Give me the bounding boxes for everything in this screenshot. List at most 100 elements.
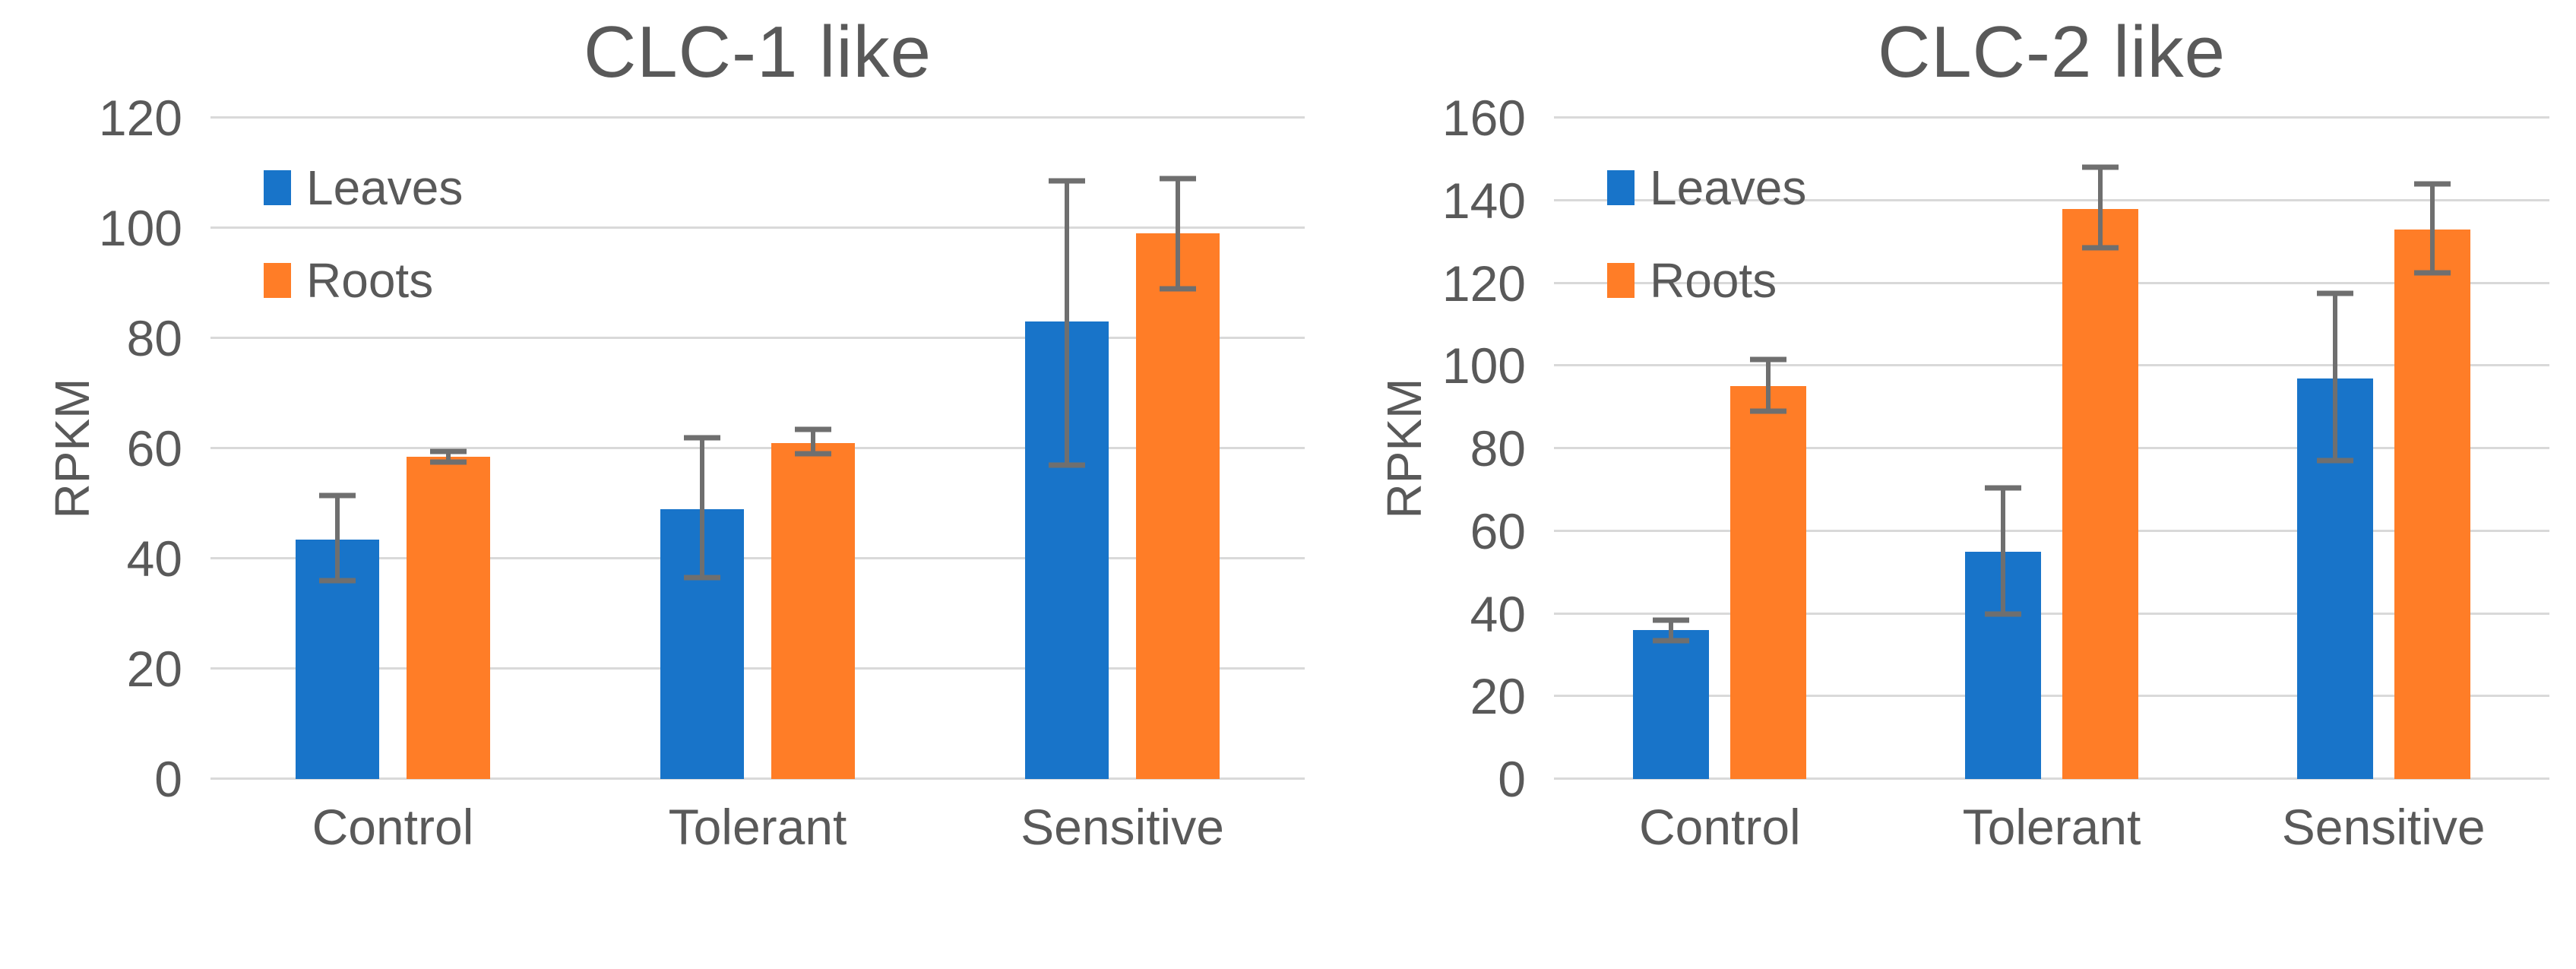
bar-control-roots[interactable] (407, 456, 490, 779)
error-bar-tolerant-leaves (700, 437, 704, 578)
column-tolerant-roots (2062, 118, 2138, 779)
y-tick-label-0: 0 (1498, 751, 1526, 807)
gridline-y100 (210, 226, 1305, 229)
gridline-y0 (1554, 777, 2549, 780)
legend-label-roots: Roots (1650, 253, 1777, 308)
x-category-label-control: Control (1638, 799, 1801, 855)
error-cap-high-tolerant-roots (795, 426, 831, 432)
error-cap-low-sensitive-leaves (1049, 462, 1085, 468)
gridline-y40 (1554, 612, 2549, 615)
y-tick-label-80: 80 (126, 310, 182, 367)
gridline-y100 (1554, 364, 2549, 367)
chart1-plot-area: 0 20 40 60 80 100 120 Leaves Roots (99, 93, 1305, 804)
column-sensitive-leaves (2296, 118, 2373, 779)
y-tick-label-160: 160 (1441, 90, 1526, 146)
error-bar-control-leaves (1669, 619, 1674, 641)
error-bar-sensitive-leaves (2332, 293, 2337, 461)
bar-sensitive-roots[interactable] (2394, 229, 2470, 779)
gridline-y20 (210, 667, 1305, 670)
error-cap-low-control-leaves (319, 578, 356, 584)
error-bar-control-roots (1766, 359, 1771, 412)
chart1-title: CLC-1 like (583, 11, 932, 93)
column-control-roots (1730, 118, 1807, 779)
chart2-plot-area: 0 20 40 60 80 100 120 140 160 Leaves Roots (1442, 93, 2549, 804)
x-category-label-control: Control (312, 799, 474, 855)
error-cap-low-sensitive-roots (1160, 286, 1196, 292)
legend-swatch-roots (1607, 263, 1635, 298)
error-bar-tolerant-roots (2097, 167, 2103, 249)
gridline-y40 (210, 557, 1305, 560)
error-cap-high-sensitive-leaves (1049, 178, 1085, 184)
error-bar-sensitive-leaves (1065, 181, 1069, 465)
legend-label-roots: Roots (306, 253, 434, 308)
gridline-y140 (1554, 198, 2549, 201)
error-cap-low-control-leaves (1653, 638, 1690, 644)
gridline-y160 (1554, 116, 2549, 119)
legend-swatch-leaves (264, 170, 291, 205)
error-cap-high-control-leaves (319, 492, 356, 499)
group-control (210, 118, 575, 779)
error-cap-high-sensitive-roots (1160, 176, 1196, 182)
legend-item-roots[interactable]: Roots (264, 256, 463, 305)
y-tick-label-60: 60 (1470, 502, 1526, 559)
bar-control-leaves[interactable] (1633, 630, 1710, 779)
legend-label-leaves: Leaves (1650, 160, 1807, 215)
column-sensitive-roots (1136, 118, 1220, 779)
bar-control-roots[interactable] (1730, 386, 1807, 779)
legend-label-leaves: Leaves (306, 160, 464, 215)
chart2-title: CLC-2 like (1877, 11, 2226, 93)
column-control-leaves (1633, 118, 1710, 779)
legend-item-leaves[interactable]: Leaves (264, 163, 463, 212)
chart1-x-axis-labels: Control Tolerant Sensitive (210, 798, 1305, 856)
column-tolerant-leaves (660, 118, 744, 779)
error-cap-high-tolerant-leaves (1984, 485, 2021, 491)
error-cap-high-control-roots (1750, 356, 1787, 363)
y-tick-label-80: 80 (1470, 420, 1526, 477)
group-sensitive (940, 118, 1305, 779)
y-tick-label-100: 100 (98, 200, 182, 256)
x-category-label-tolerant: Tolerant (1962, 799, 2141, 855)
gridline-y60 (1554, 529, 2549, 532)
legend-item-roots[interactable]: Roots (1607, 256, 1806, 305)
y-tick-label-40: 40 (1470, 585, 1526, 642)
x-category-label-tolerant: Tolerant (668, 799, 847, 855)
error-cap-high-control-leaves (1653, 617, 1690, 623)
y-tick-label-60: 60 (126, 420, 182, 477)
y-tick-label-20: 20 (126, 641, 182, 698)
group-tolerant (1886, 118, 2218, 779)
y-tick-label-120: 120 (98, 90, 182, 146)
error-bar-tolerant-roots (811, 429, 815, 454)
error-bar-sensitive-roots (2429, 184, 2435, 273)
column-sensitive-roots (2394, 118, 2470, 779)
legend: Leaves Roots (1607, 163, 1806, 349)
bar-tolerant-roots[interactable] (771, 442, 855, 779)
bar-tolerant-roots[interactable] (2062, 208, 2138, 779)
error-cap-high-tolerant-roots (2081, 164, 2119, 170)
group-tolerant (575, 118, 940, 779)
legend-item-leaves[interactable]: Leaves (1607, 163, 1806, 212)
error-cap-low-control-roots (430, 459, 467, 465)
gridline-y80 (210, 337, 1305, 340)
error-bar-tolerant-leaves (2000, 487, 2005, 614)
chart2-x-axis-labels: Control Tolerant Sensitive (1554, 798, 2549, 856)
gridline-y60 (210, 447, 1305, 449)
error-cap-low-tolerant-leaves (684, 575, 720, 581)
error-cap-low-sensitive-roots (2413, 270, 2451, 276)
x-category-label-sensitive: Sensitive (2281, 799, 2486, 855)
column-tolerant-roots (771, 118, 855, 779)
error-cap-low-sensitive-leaves (2316, 458, 2353, 464)
column-control-leaves (296, 118, 379, 779)
y-tick-label-40: 40 (126, 530, 182, 587)
error-cap-high-sensitive-roots (2413, 181, 2451, 187)
error-cap-high-control-roots (430, 448, 467, 454)
group-sensitive (2217, 118, 2549, 779)
gridline-y0 (210, 777, 1305, 780)
y-tick-label-0: 0 (154, 751, 182, 807)
y-tick-label-120: 120 (1441, 255, 1526, 312)
x-category-label-sensitive: Sensitive (1021, 799, 1224, 855)
error-cap-high-sensitive-leaves (2316, 290, 2353, 296)
bar-sensitive-roots[interactable] (1136, 233, 1220, 779)
legend: Leaves Roots (264, 163, 463, 349)
error-bar-control-leaves (335, 495, 340, 581)
y-tick-label-140: 140 (1441, 172, 1526, 229)
